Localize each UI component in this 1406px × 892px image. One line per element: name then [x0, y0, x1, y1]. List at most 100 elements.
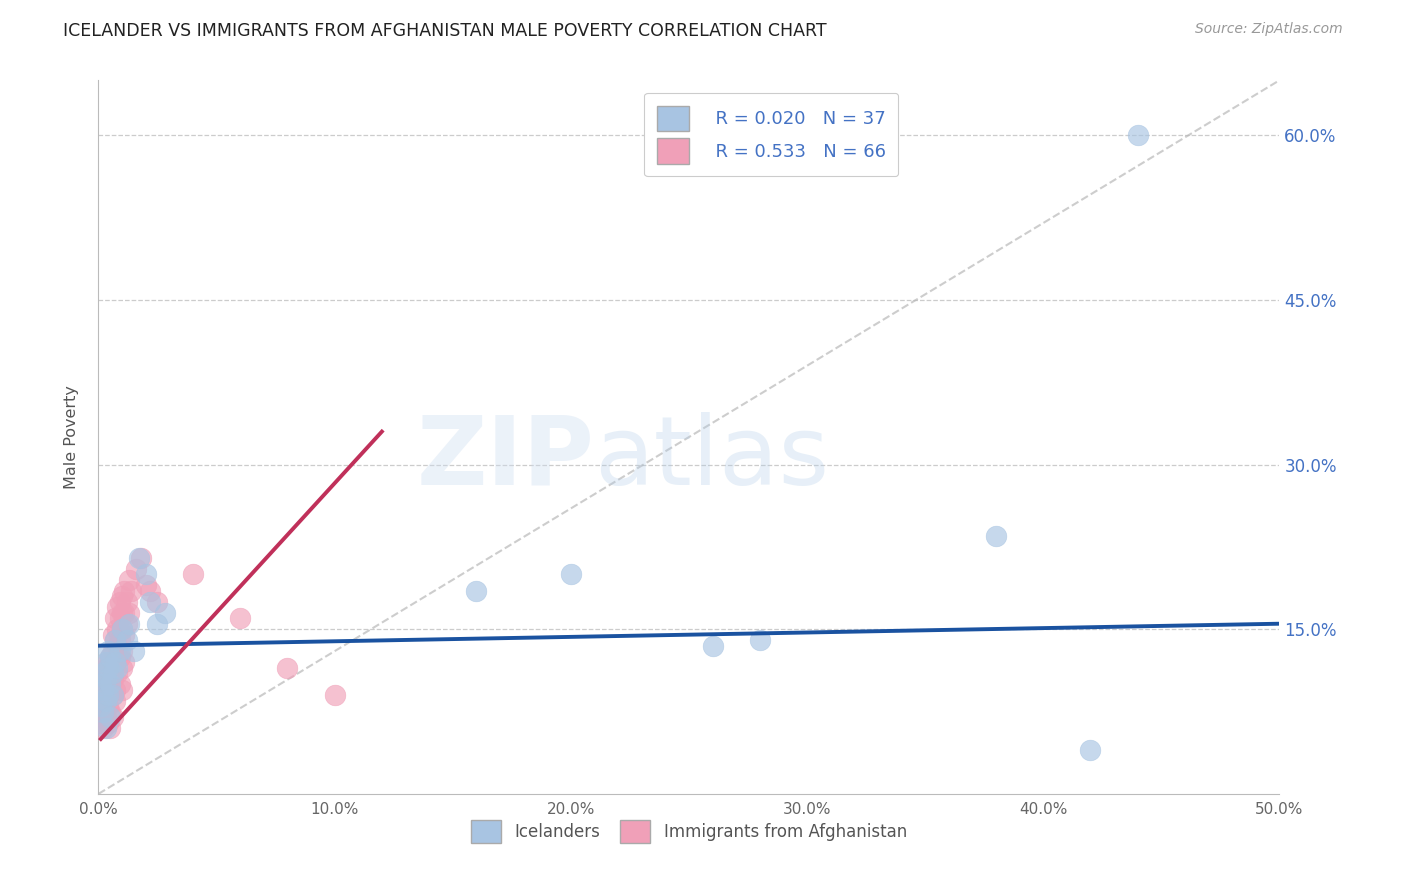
Point	[97, 677, 120, 691]
Point	[97, 699, 120, 714]
Point	[104, 693, 127, 707]
Point	[108, 649, 131, 664]
Point	[90, 699, 112, 714]
Point	[91, 688, 114, 702]
Point	[98, 649, 121, 664]
Point	[112, 583, 135, 598]
Point	[465, 583, 488, 598]
Point	[135, 567, 157, 582]
Point	[101, 688, 124, 702]
Point	[105, 622, 128, 636]
Point	[125, 562, 148, 576]
Point	[94, 672, 117, 686]
Point	[111, 622, 134, 636]
Point	[97, 655, 120, 669]
Point	[139, 595, 162, 609]
Point	[111, 660, 134, 674]
Point	[101, 688, 124, 702]
Point	[1126, 128, 1149, 143]
Point	[111, 606, 134, 620]
Point	[229, 611, 252, 625]
Point	[94, 721, 117, 735]
Point	[101, 666, 124, 681]
Point	[94, 693, 117, 707]
Point	[122, 644, 145, 658]
Point	[108, 611, 131, 625]
Point	[90, 677, 112, 691]
Point	[984, 529, 1007, 543]
Point	[112, 628, 135, 642]
Point	[104, 655, 127, 669]
Point	[146, 595, 169, 609]
Point	[104, 682, 127, 697]
Point	[111, 589, 134, 603]
Point	[91, 666, 114, 681]
Point	[101, 644, 124, 658]
Point	[90, 715, 112, 730]
Point	[111, 682, 134, 697]
Text: ICELANDER VS IMMIGRANTS FROM AFGHANISTAN MALE POVERTY CORRELATION CHART: ICELANDER VS IMMIGRANTS FROM AFGHANISTAN…	[63, 22, 827, 40]
Point	[98, 666, 121, 681]
Point	[101, 710, 124, 724]
Point	[104, 633, 127, 648]
Text: atlas: atlas	[595, 412, 830, 505]
Point	[101, 660, 124, 674]
Point	[105, 600, 128, 615]
Text: ZIP: ZIP	[416, 412, 595, 505]
Point	[101, 672, 124, 686]
Point	[97, 688, 120, 702]
Point	[94, 655, 117, 669]
Point	[135, 578, 157, 592]
Point	[105, 660, 128, 674]
Point	[98, 710, 121, 724]
Text: Source: ZipAtlas.com: Source: ZipAtlas.com	[1195, 22, 1343, 37]
Point	[94, 660, 117, 674]
Point	[104, 655, 127, 669]
Point	[128, 550, 150, 565]
Point	[111, 622, 134, 636]
Point	[276, 660, 298, 674]
Point	[702, 639, 724, 653]
Point	[91, 666, 114, 681]
Point	[90, 699, 112, 714]
Point	[101, 628, 124, 642]
Point	[91, 721, 114, 735]
Point	[105, 639, 128, 653]
Point	[94, 693, 117, 707]
Point	[115, 633, 138, 648]
Point	[139, 583, 162, 598]
Point	[146, 616, 169, 631]
Point	[98, 705, 121, 719]
Point	[98, 721, 121, 735]
Point	[153, 606, 176, 620]
Point	[118, 573, 141, 587]
Point	[91, 705, 114, 719]
Point	[115, 616, 138, 631]
Point	[105, 666, 128, 681]
Point	[748, 633, 770, 648]
Point	[181, 567, 204, 582]
Point	[94, 672, 117, 686]
Point	[115, 595, 138, 609]
Point	[98, 649, 121, 664]
Point	[94, 710, 117, 724]
Point	[90, 677, 112, 691]
Point	[97, 715, 120, 730]
Point	[98, 677, 121, 691]
Point	[129, 550, 152, 565]
Point	[112, 655, 135, 669]
Point	[91, 682, 114, 697]
Point	[121, 583, 143, 598]
Point	[97, 644, 120, 658]
Point	[108, 644, 131, 658]
Point	[111, 644, 134, 658]
Point	[323, 688, 346, 702]
Point	[104, 611, 127, 625]
Point	[112, 606, 135, 620]
Point	[91, 705, 114, 719]
Point	[108, 677, 131, 691]
Point	[108, 633, 131, 648]
Point	[560, 567, 582, 582]
Point	[108, 595, 131, 609]
Point	[98, 682, 121, 697]
